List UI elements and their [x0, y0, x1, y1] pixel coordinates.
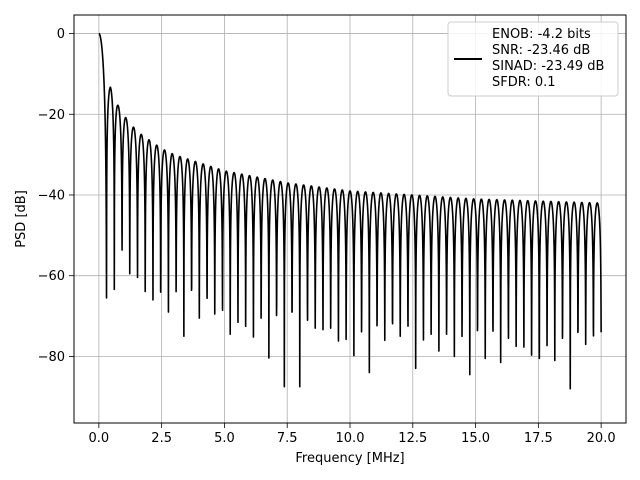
- legend-line-sfdr: SFDR: 0.1: [492, 75, 556, 90]
- psd-series-line: [98, 32, 602, 390]
- y-tick-label: −80: [38, 350, 65, 365]
- x-tick-label: 5.0: [214, 431, 235, 446]
- x-axis-ticks: 0.0 2.5 5.0 7.5 10.0 12.5 15.0 17.5 20.0: [89, 423, 616, 446]
- y-tick-label: 0: [57, 27, 65, 42]
- x-tick-label: 10.0: [336, 431, 365, 446]
- x-tick-label: 20.0: [587, 431, 616, 446]
- y-tick-label: −60: [38, 269, 65, 284]
- legend-box: [447, 21, 619, 97]
- x-axis-label: Frequency [MHz]: [295, 451, 404, 466]
- y-tick-label: −40: [38, 188, 65, 203]
- y-axis-ticks: 0 −20 −40 −60 −80: [38, 27, 74, 365]
- legend-line-sinad: SINAD: -23.49 dB: [492, 59, 604, 74]
- y-tick-label: −20: [38, 108, 65, 123]
- x-tick-label: 15.0: [461, 431, 490, 446]
- x-tick-label: 0.0: [89, 431, 110, 446]
- x-tick-label: 2.5: [151, 431, 172, 446]
- y-axis-label: PSD [dB]: [14, 190, 29, 248]
- x-tick-label: 17.5: [524, 431, 553, 446]
- x-tick-label: 12.5: [398, 431, 427, 446]
- legend: ENOB: -4.2 bits SNR: -23.46 dB SINAD: -2…: [447, 21, 619, 97]
- x-tick-label: 7.5: [277, 431, 298, 446]
- psd-curve-layer: [98, 32, 602, 390]
- legend-line-snr: SNR: -23.46 dB: [492, 43, 590, 58]
- legend-line-enob: ENOB: -4.2 bits: [492, 27, 591, 42]
